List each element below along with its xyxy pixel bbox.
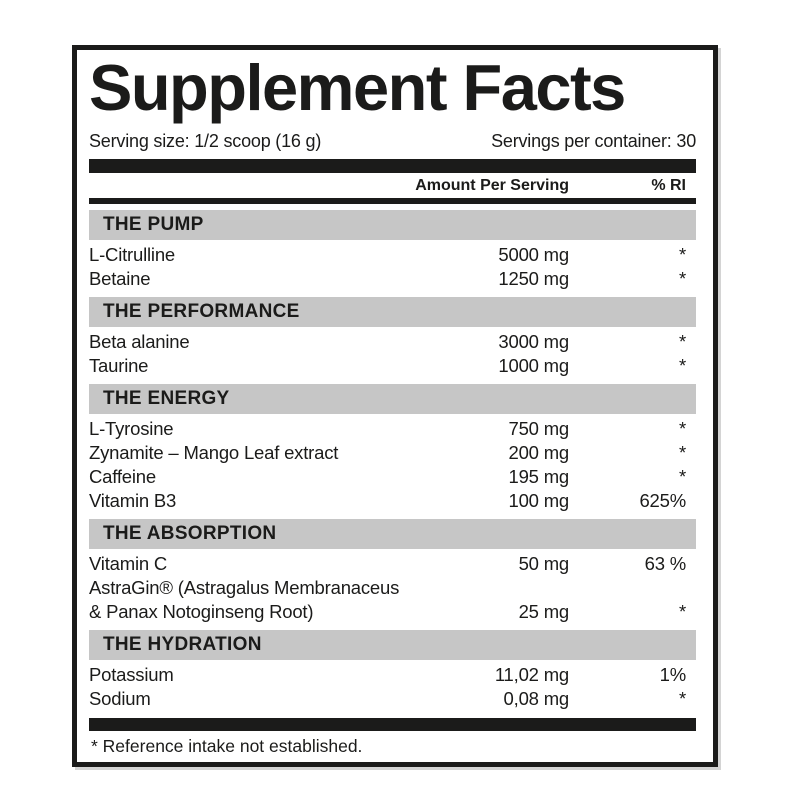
ingredient-ri-value: 1%	[659, 664, 687, 686]
ingredient-ri-value: *	[679, 688, 686, 710]
ingredient-amount: 3000 mg	[498, 331, 569, 353]
ingredient-amount: 0,08 mg	[503, 688, 570, 710]
ingredient-name: L-Tyrosine	[89, 418, 174, 440]
ingredient-amount: 5000 mg	[498, 244, 569, 266]
column-header-row: Amount Per Serving % RI	[89, 173, 696, 198]
section-rows: Potassium 11,02 mg 1% Sodium 0,08 mg *	[89, 663, 696, 711]
supplement-section: THE PERFORMANCE Beta alanine 3000 mg * T…	[89, 297, 696, 378]
ingredient-amount: 11,02 mg	[494, 664, 569, 686]
section-header: THE ENERGY	[89, 384, 696, 415]
section-rows: Beta alanine 3000 mg * Taurine 1000 mg *	[89, 330, 696, 378]
ingredient-amount: 1000 mg	[498, 355, 569, 377]
ingredient-ri-value: 625%	[639, 490, 686, 512]
ingredient-row: Vitamin B3 100 mg 625%	[89, 489, 696, 513]
ingredient-name: Zynamite – Mango Leaf extract	[89, 442, 339, 464]
ingredient-ri-value: *	[679, 244, 686, 266]
ingredient-amount: 200 mg	[508, 442, 569, 464]
supplement-section: THE ABSORPTION Vitamin C 50 mg 63 % Astr…	[89, 519, 696, 624]
servings-per-container-text: Servings per container: 30	[491, 131, 696, 152]
ingredient-row: Zynamite – Mango Leaf extract 200 mg *	[89, 441, 696, 465]
ingredient-ri-value: *	[679, 601, 686, 623]
ingredient-row: Sodium 0,08 mg *	[89, 687, 696, 711]
percent-ri-header: % RI	[651, 177, 686, 195]
section-rows: Vitamin C 50 mg 63 % AstraGin® (Astragal…	[89, 552, 696, 624]
bottom-divider-bar	[89, 718, 696, 732]
serving-size-text: Serving size: 1/2 scoop (16 g)	[89, 131, 322, 152]
ingredient-row: Vitamin C 50 mg 63 %	[89, 552, 696, 576]
ingredient-amount: 750 mg	[508, 418, 569, 440]
ingredient-name: Vitamin B3	[89, 490, 177, 512]
supplement-facts-label: Supplement Facts Serving size: 1/2 scoop…	[72, 45, 718, 767]
ingredient-row: AstraGin® (Astragalus Membranaceus & Pan…	[89, 576, 696, 624]
ingredient-ri-value: *	[679, 466, 686, 488]
ingredient-name: Potassium	[89, 664, 174, 686]
ingredient-name: Sodium	[89, 688, 151, 710]
ingredient-row: L-Tyrosine 750 mg *	[89, 417, 696, 441]
supplement-section: THE ENERGY L-Tyrosine 750 mg * Zynamite …	[89, 384, 696, 513]
ingredient-ri-value: *	[679, 418, 686, 440]
ingredient-name: Taurine	[89, 355, 149, 377]
ingredient-row: Potassium 11,02 mg 1%	[89, 663, 696, 687]
ingredient-row: L-Citrulline 5000 mg *	[89, 243, 696, 267]
section-header: THE ABSORPTION	[89, 519, 696, 550]
ingredient-ri-value: *	[679, 355, 686, 377]
ingredient-ri-value: 63 %	[644, 553, 687, 575]
supplement-section: THE HYDRATION Potassium 11,02 mg 1% Sodi…	[89, 630, 696, 711]
amount-per-serving-header: Amount Per Serving	[415, 177, 569, 195]
ingredient-amount: 100 mg	[508, 490, 569, 512]
section-rows: L-Tyrosine 750 mg * Zynamite – Mango Lea…	[89, 417, 696, 513]
section-header: THE HYDRATION	[89, 630, 696, 661]
ingredient-row: Caffeine 195 mg *	[89, 465, 696, 489]
ingredient-name: Betaine	[89, 268, 151, 290]
header-divider-bar	[89, 198, 696, 205]
ingredient-row: Betaine 1250 mg *	[89, 267, 696, 291]
ingredient-ri-value: *	[679, 331, 686, 353]
ingredient-row: Taurine 1000 mg *	[89, 354, 696, 378]
ingredient-ri-value: *	[679, 268, 686, 290]
ingredient-row: Beta alanine 3000 mg *	[89, 330, 696, 354]
ingredient-amount: 195 mg	[508, 466, 569, 488]
section-rows: L-Citrulline 5000 mg * Betaine 1250 mg *	[89, 243, 696, 291]
section-header: THE PUMP	[89, 210, 696, 241]
ingredient-name: Caffeine	[89, 466, 156, 488]
label-title: Supplement Facts	[89, 51, 626, 124]
top-divider-bar	[89, 159, 696, 174]
reference-intake-footnote: * Reference intake not established.	[91, 736, 363, 757]
supplement-section: THE PUMP L-Citrulline 5000 mg * Betaine …	[89, 210, 696, 291]
section-header: THE PERFORMANCE	[89, 297, 696, 328]
ingredient-name: Beta alanine	[89, 331, 190, 353]
ingredient-name: AstraGin® (Astragalus Membranaceus & Pan…	[89, 577, 400, 623]
ingredient-amount: 1250 mg	[498, 268, 569, 290]
ingredient-amount: 25 mg	[518, 601, 570, 623]
ingredient-sections: THE PUMP L-Citrulline 5000 mg * Betaine …	[89, 210, 696, 711]
serving-info-row: Serving size: 1/2 scoop (16 g) Servings …	[89, 130, 696, 152]
ingredient-ri-value: *	[679, 442, 686, 464]
ingredient-name: L-Citrulline	[89, 244, 176, 266]
ingredient-name: Vitamin C	[89, 553, 168, 575]
ingredient-amount: 50 mg	[518, 553, 570, 575]
